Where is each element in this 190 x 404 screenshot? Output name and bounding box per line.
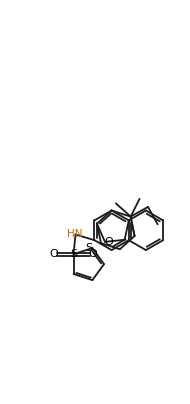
Text: O: O	[89, 249, 98, 259]
Text: S: S	[70, 249, 77, 259]
Text: O: O	[104, 237, 113, 247]
Text: O: O	[50, 249, 58, 259]
Text: S: S	[86, 243, 93, 253]
Text: HN: HN	[67, 229, 82, 238]
